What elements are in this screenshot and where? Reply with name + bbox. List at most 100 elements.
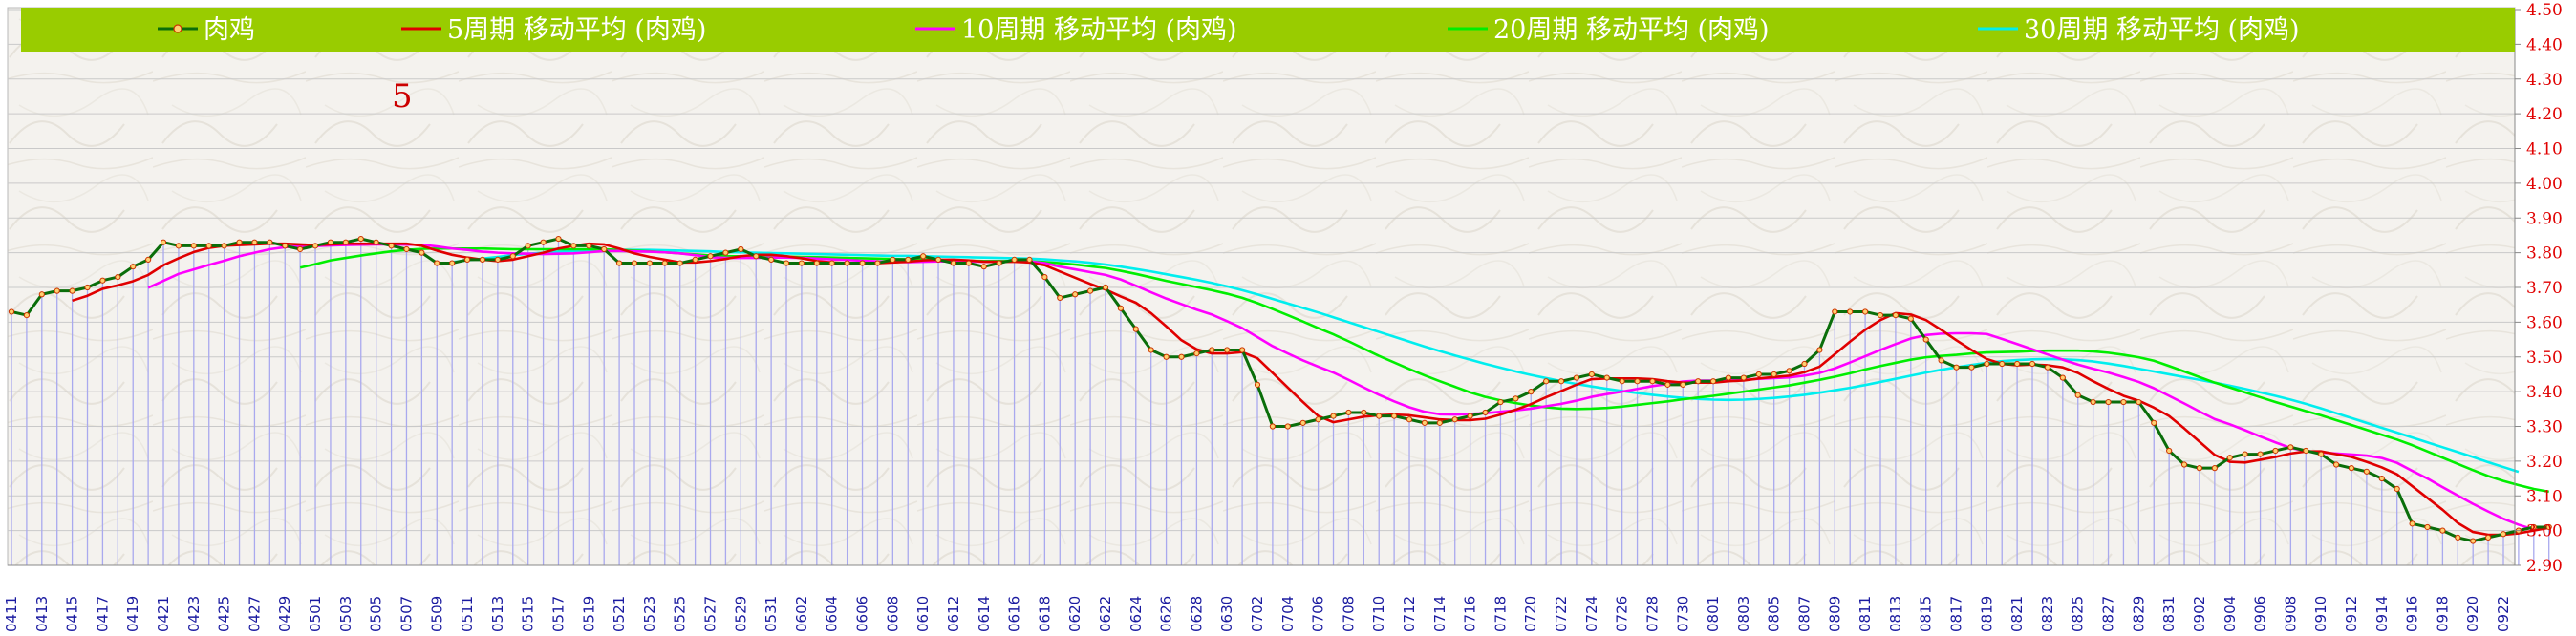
y-tick-label: 3.30 xyxy=(2526,418,2563,437)
data-point xyxy=(1284,423,1291,430)
data-point xyxy=(1573,374,1580,381)
data-point xyxy=(661,260,668,266)
x-tick-label: 0908 xyxy=(2282,596,2299,632)
data-point xyxy=(1406,416,1413,423)
data-point xyxy=(1451,416,1458,423)
data-point xyxy=(99,277,106,284)
drop-lines xyxy=(11,239,2550,565)
x-tick-label: 0712 xyxy=(1401,596,1418,632)
y-tick-label: 3.10 xyxy=(2526,487,2563,506)
data-point xyxy=(1391,413,1398,419)
data-point xyxy=(311,243,319,249)
x-tick-label: 0419 xyxy=(124,596,141,632)
y-tick-label: 3.90 xyxy=(2526,209,2563,228)
data-point xyxy=(646,260,654,266)
data-point xyxy=(2439,527,2446,534)
data-point xyxy=(2409,520,2415,527)
data-point xyxy=(1528,389,1535,395)
data-point xyxy=(1117,305,1124,311)
x-tick-label: 0805 xyxy=(1766,596,1783,632)
x-tick-label: 0425 xyxy=(216,596,233,632)
data-point xyxy=(570,243,577,249)
data-point xyxy=(1238,347,1246,353)
data-point xyxy=(357,235,364,243)
x-tick-label: 0726 xyxy=(1614,596,1631,632)
x-tick-label: 0608 xyxy=(884,596,901,632)
x-tick-label: 0813 xyxy=(1887,596,1904,632)
data-point xyxy=(601,245,608,253)
data-point xyxy=(555,235,562,243)
x-tick-label: 0704 xyxy=(1279,596,1297,632)
data-point xyxy=(297,245,304,253)
data-point xyxy=(2318,451,2325,457)
series-line xyxy=(452,248,2520,474)
data-point xyxy=(479,256,486,263)
data-point xyxy=(2287,444,2294,451)
data-point xyxy=(205,243,212,249)
plot-background xyxy=(7,7,2516,566)
data-point xyxy=(965,260,972,266)
data-point xyxy=(692,256,698,263)
data-point xyxy=(1376,413,1383,419)
x-tick-label: 0429 xyxy=(276,596,293,632)
x-tick-label: 0706 xyxy=(1310,596,1327,632)
data-point xyxy=(2455,534,2461,541)
data-point xyxy=(1709,378,1717,385)
x-tick-label: 0710 xyxy=(1370,596,1387,632)
data-point xyxy=(145,256,152,263)
x-tick-label: 0427 xyxy=(246,596,263,632)
data-point xyxy=(2029,360,2036,368)
x-tick-label: 0523 xyxy=(641,596,658,632)
data-point xyxy=(1557,378,1565,385)
data-point xyxy=(1755,371,1762,378)
data-point xyxy=(1938,357,1944,364)
x-tick-label: 0622 xyxy=(1097,596,1114,632)
data-point xyxy=(1361,409,1367,416)
legend-label: 20周期 移动平均 (肉鸡) xyxy=(1493,15,1770,45)
x-tick-label: 0910 xyxy=(2312,596,2329,632)
data-point xyxy=(2090,398,2096,406)
data-point xyxy=(2272,447,2279,455)
data-point xyxy=(1695,378,1702,385)
data-point xyxy=(1892,312,1900,319)
x-tick-label: 0620 xyxy=(1066,596,1084,632)
y-tick-label: 4.30 xyxy=(2526,71,2563,90)
data-point xyxy=(2332,461,2340,468)
data-point xyxy=(1209,347,1215,353)
legend-marker xyxy=(173,24,182,33)
x-tick-label: 0801 xyxy=(1705,596,1722,632)
x-tick-label: 0904 xyxy=(2222,596,2239,632)
data-point xyxy=(1254,381,1261,388)
data-point xyxy=(1330,413,1337,419)
data-point xyxy=(2136,398,2142,406)
x-tick-label: 0602 xyxy=(793,596,810,632)
x-tick-label: 0815 xyxy=(1918,596,1935,632)
data-point xyxy=(342,239,349,245)
x-tick-label: 0906 xyxy=(2252,596,2269,632)
y-tick-label: 3.00 xyxy=(2526,522,2563,541)
x-tick-label: 0503 xyxy=(337,596,354,632)
data-point xyxy=(1649,378,1656,385)
data-point xyxy=(2196,465,2203,472)
legend-label: 10周期 移动平均 (肉鸡) xyxy=(961,15,1237,45)
x-tick-label: 0730 xyxy=(1674,596,1691,632)
data-point xyxy=(1421,419,1428,426)
data-point xyxy=(615,260,623,266)
data-point xyxy=(1725,374,1732,381)
x-tick-label: 0803 xyxy=(1735,596,1752,632)
data-point xyxy=(1984,360,1990,368)
x-tick-label: 0831 xyxy=(2160,596,2178,632)
data-point xyxy=(1345,409,1352,416)
y-tick-label: 3.20 xyxy=(2526,453,2563,472)
data-point xyxy=(1922,336,1929,343)
data-point xyxy=(586,243,592,249)
data-point xyxy=(2105,398,2112,406)
data-point xyxy=(2180,461,2188,468)
y-tick-label: 3.40 xyxy=(2526,383,2563,402)
data-point xyxy=(2378,475,2385,482)
data-point xyxy=(2166,447,2173,455)
data-point xyxy=(388,243,395,249)
x-tick-label: 0423 xyxy=(185,596,203,632)
data-point xyxy=(494,256,501,263)
data-point xyxy=(1497,398,1504,406)
